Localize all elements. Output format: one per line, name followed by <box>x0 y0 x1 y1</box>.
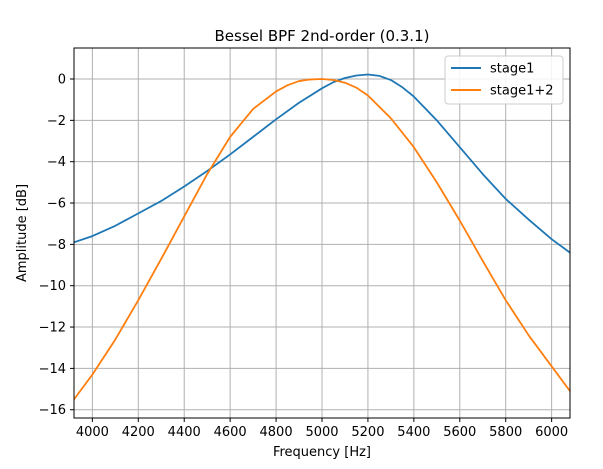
x-tick-label: 5200 <box>351 425 384 440</box>
series-line-stage1-2 <box>74 78 570 401</box>
y-tick-label: −16 <box>39 403 66 418</box>
x-tick-label: 4000 <box>76 425 109 440</box>
legend: stage1 stage1+2 <box>444 55 564 105</box>
series-line-stage1 <box>74 73 570 254</box>
x-tick-label: 4400 <box>168 425 201 440</box>
x-tick-label: 6000 <box>535 425 568 440</box>
series-layer <box>74 73 570 401</box>
y-tick-label: −10 <box>39 279 66 294</box>
y-tick-label: −12 <box>39 321 66 336</box>
legend-label-stage1-2: stage1+2 <box>490 84 554 99</box>
x-tick-label: 5000 <box>305 425 338 440</box>
y-tick-label: −2 <box>47 114 66 129</box>
legend-label-stage1: stage1 <box>490 62 534 77</box>
y-tick-label: −8 <box>47 238 66 253</box>
x-tick-label: 4200 <box>122 425 155 440</box>
y-tick-label: −14 <box>39 362 66 377</box>
x-axis-label: Frequency [Hz] <box>273 445 371 460</box>
x-tick-label: 4600 <box>214 425 247 440</box>
x-tick-label: 4800 <box>260 425 293 440</box>
x-tick-label: 5400 <box>397 425 430 440</box>
x-tick-label: 5800 <box>489 425 522 440</box>
plot-frame <box>73 47 571 419</box>
y-tick-label: −6 <box>47 197 66 212</box>
y-tick-label: 0 <box>58 73 66 88</box>
ticks: 4000 4200 4400 4600 4800 5000 5200 5400 5600 5800… <box>39 73 569 440</box>
x-tick-label: 5600 <box>443 425 476 440</box>
y-tick-label: −4 <box>47 155 66 170</box>
chart-title: Bessel BPF 2nd-order (0.3.1) <box>215 27 430 45</box>
y-axis-label: Amplitude [dB] <box>15 184 30 282</box>
